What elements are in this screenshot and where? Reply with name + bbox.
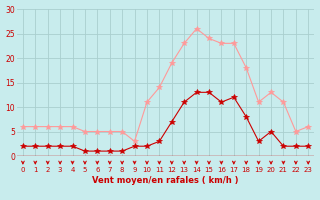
X-axis label: Vent moyen/en rafales ( km/h ): Vent moyen/en rafales ( km/h ) [92, 176, 239, 185]
